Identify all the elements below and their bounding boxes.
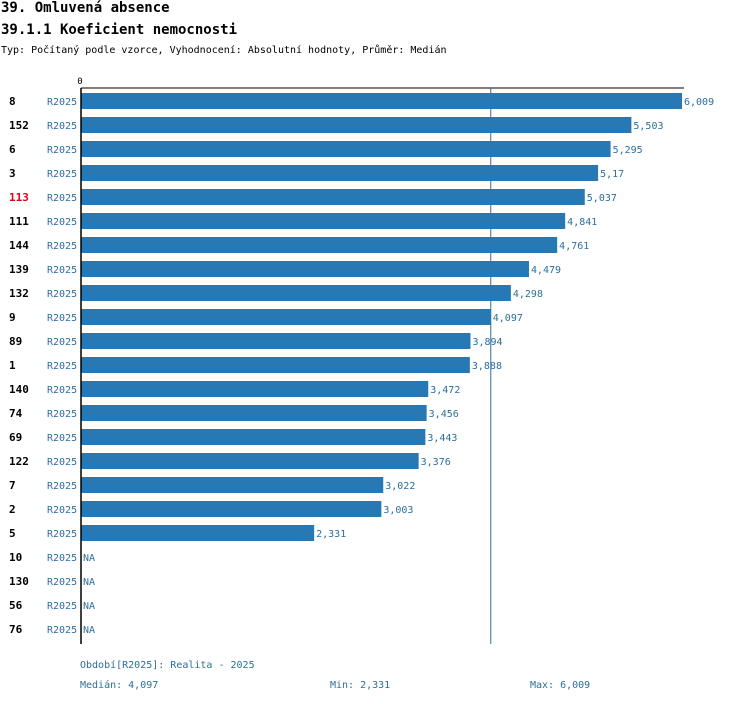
chart-type-line: Typ: Počítaný podle vzorce, Vyhodnocení:… [1,45,447,56]
category-label: 9 [9,311,16,324]
category-label: 56 [9,599,23,612]
bar [81,405,427,421]
category-label: 113 [9,191,29,204]
category-label: 140 [9,383,29,396]
category-label: 3 [9,167,16,180]
data-label: 6,009 [684,97,714,108]
bar [81,189,585,205]
category-label: 7 [9,479,16,492]
series-label: R2025 [47,289,77,300]
series-label: R2025 [47,505,77,516]
data-label: 3,888 [472,361,502,372]
chart-title: 39.1.1 Koeficient nemocnosti [1,22,238,38]
data-label: 2,331 [316,529,346,540]
data-label: 5,037 [587,193,617,204]
category-label: 139 [9,263,29,276]
category-label: 74 [9,407,23,420]
series-label: R2025 [47,433,77,444]
data-label: 3,022 [385,481,415,492]
series-label: R2025 [47,409,77,420]
min-summary: Min: 2,331 [330,680,391,691]
bar [81,381,429,397]
series-label: R2025 [47,145,77,156]
category-label: 10 [9,551,22,564]
category-label: 6 [9,143,16,156]
series-label: R2025 [47,193,77,204]
series-label: R2025 [47,337,77,348]
series-label: R2025 [47,265,77,276]
category-label: 2 [9,503,16,516]
bar [81,165,599,181]
category-label: 76 [9,623,23,636]
series-label: R2025 [47,457,77,468]
series-label: R2025 [47,601,77,612]
data-label: NA [83,625,95,636]
period-note: Období[R2025]: Realita - 2025 [80,660,255,671]
category-label: 152 [9,119,29,132]
series-label: R2025 [47,241,77,252]
bar [81,213,566,229]
category-label: 5 [9,527,16,540]
category-label: 111 [9,215,29,228]
bar [81,117,632,133]
bar [81,429,426,445]
data-label: 3,376 [421,457,451,468]
bar [81,237,558,253]
median-summary: Medián: 4,097 [80,680,159,691]
axis-zero-label: 0 [77,77,82,87]
category-label: 89 [9,335,22,348]
bar [81,93,682,109]
series-label: R2025 [47,313,77,324]
bar [81,525,315,541]
series-label: R2025 [47,361,77,372]
data-label: 5,17 [600,169,624,180]
bar [81,261,529,277]
series-label: R2025 [47,577,77,588]
data-label: 3,472 [430,385,460,396]
data-label: 4,761 [559,241,589,252]
data-label: 4,097 [493,313,523,324]
category-label: 132 [9,287,29,300]
data-label: 4,479 [531,265,561,276]
category-label: 69 [9,431,22,444]
data-label: 3,894 [472,337,502,348]
series-label: R2025 [47,625,77,636]
bar [81,285,511,301]
data-label: 3,456 [429,409,459,420]
data-label: 5,503 [633,121,663,132]
bar [81,333,471,349]
series-label: R2025 [47,169,77,180]
category-label: 122 [9,455,29,468]
data-label: NA [83,601,95,612]
category-label: 144 [9,239,29,252]
data-label: 3,443 [427,433,457,444]
bar [81,453,419,469]
bar [81,309,491,325]
series-label: R2025 [47,97,77,108]
series-label: R2025 [47,121,77,132]
bar [81,501,382,517]
page-title: 39. Omluvená absence [1,0,170,16]
data-label: 4,298 [513,289,543,300]
category-label: 130 [9,575,29,588]
series-label: R2025 [47,217,77,228]
data-label: NA [83,577,95,588]
data-label: 4,841 [567,217,597,228]
bar [81,477,384,493]
data-label: 3,003 [383,505,413,516]
max-summary: Max: 6,009 [530,680,591,691]
series-label: R2025 [47,481,77,492]
data-label: NA [83,553,95,564]
category-label: 1 [9,359,16,372]
data-label: 5,295 [613,145,643,156]
series-label: R2025 [47,529,77,540]
bar [81,357,470,373]
series-label: R2025 [47,553,77,564]
category-label: 8 [9,95,16,108]
bar [81,141,611,157]
series-label: R2025 [47,385,77,396]
